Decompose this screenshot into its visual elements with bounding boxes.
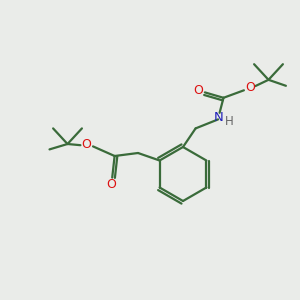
Text: H: H	[225, 115, 234, 128]
Text: O: O	[246, 81, 255, 94]
Text: O: O	[107, 178, 117, 191]
Text: O: O	[193, 84, 202, 97]
Text: N: N	[214, 111, 224, 124]
Text: O: O	[82, 138, 92, 152]
